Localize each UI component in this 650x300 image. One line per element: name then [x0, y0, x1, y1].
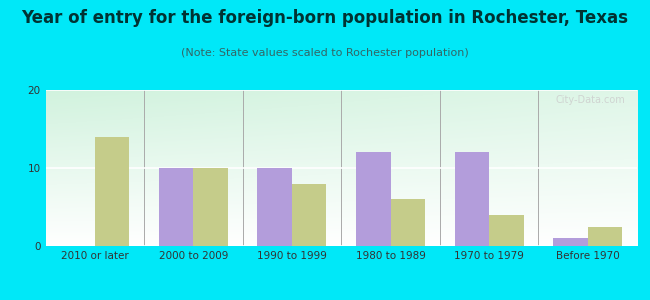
Text: Year of entry for the foreign-born population in Rochester, Texas: Year of entry for the foreign-born popul… [21, 9, 629, 27]
Text: City-Data.com: City-Data.com [555, 95, 625, 105]
Bar [159, 168, 194, 246]
Bar [489, 215, 524, 246]
Text: (Note: State values scaled to Rochester population): (Note: State values scaled to Rochester … [181, 48, 469, 58]
Bar [588, 226, 622, 246]
Bar [454, 152, 489, 246]
Bar [391, 199, 425, 246]
Bar [257, 168, 292, 246]
Bar [95, 137, 129, 246]
Bar [194, 168, 228, 246]
Bar [356, 152, 391, 246]
Bar [553, 238, 588, 246]
Bar [292, 184, 326, 246]
